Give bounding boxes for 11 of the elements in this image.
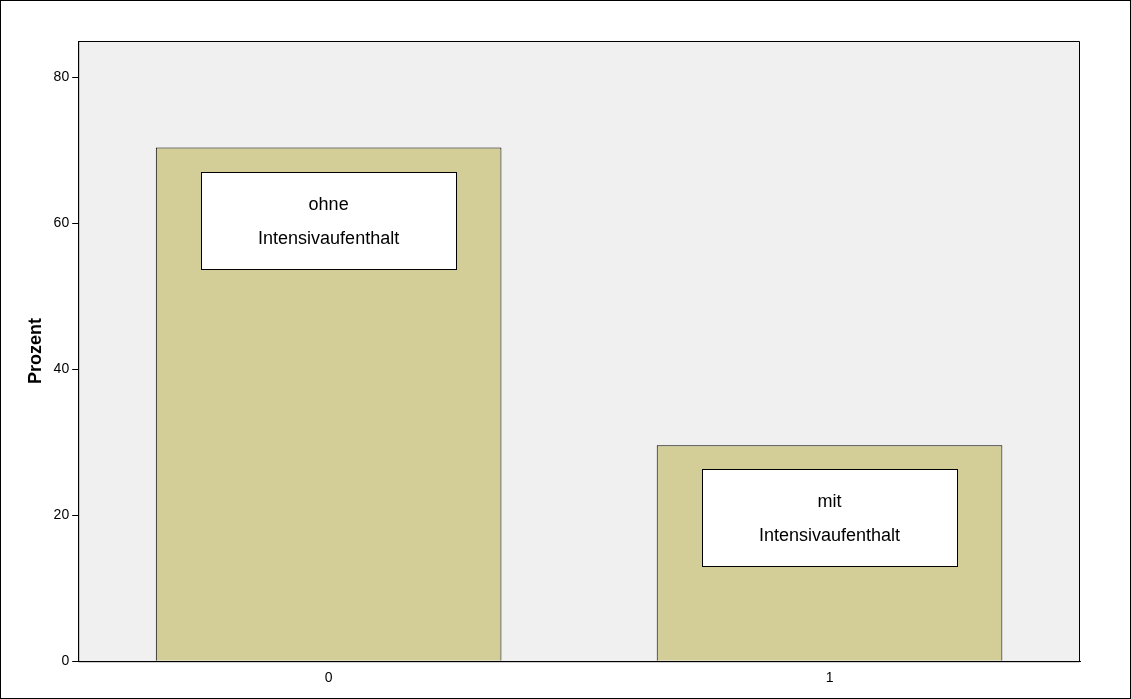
y-tick-label: 60 xyxy=(53,214,70,231)
x-tick-label: 1 xyxy=(825,669,834,686)
y-tick-label: 0 xyxy=(61,652,70,669)
annotation: mit Intensivaufenthalt xyxy=(758,490,901,548)
annotation: ohne Intensivaufenthalt xyxy=(258,192,400,250)
y-tick-label: 20 xyxy=(53,506,70,523)
y-tick-label: 40 xyxy=(53,360,70,377)
label-box: mit Intensivaufenthalt xyxy=(701,469,958,568)
label-box: ohne Intensivaufenthalt xyxy=(200,171,457,270)
y-tick-label: 80 xyxy=(53,68,70,85)
y-axis-title: Prozent xyxy=(24,318,45,385)
